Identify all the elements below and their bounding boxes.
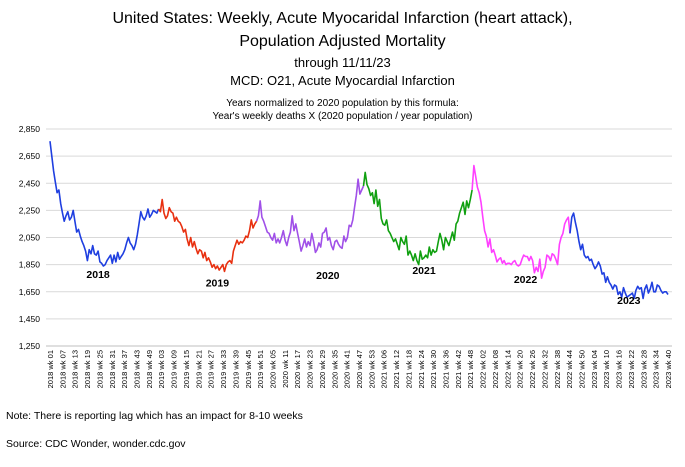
x-tick-label: 2018 wk 43: [133, 350, 142, 388]
x-tick-label: 2018 wk 25: [95, 350, 104, 388]
x-tick-label: 2023 wk 22: [627, 350, 636, 388]
series-line-2019: [157, 198, 258, 273]
x-tick-label: 2021 wk 30: [429, 350, 438, 388]
chart-title-line-2: Population Adjusted Mortality: [239, 33, 446, 50]
y-tick-label: 2,650: [19, 151, 41, 161]
year-label-2019: 2019: [206, 277, 230, 289]
x-tick-label: 2022 wk 32: [540, 350, 549, 388]
x-tick-label: 2022 wk 26: [528, 350, 537, 388]
x-tick-label: 2019 wk 15: [182, 350, 191, 388]
x-tick-label: 2022 wk 02: [479, 350, 488, 388]
footer-reporting-lag-note: Note: There is reporting lag which has a…: [6, 410, 303, 422]
x-tick-label: 2020 wk 11: [281, 350, 290, 388]
x-tick-label: 2021 wk 48: [466, 350, 475, 388]
x-tick-label: 2022 wk 08: [491, 350, 500, 388]
y-tick-label: 2,250: [19, 205, 41, 215]
x-tick-label: 2019 wk 39: [231, 350, 240, 388]
x-tick-label: 2020 wk 23: [306, 350, 315, 388]
x-tick-label: 2023 wk 28: [639, 350, 648, 388]
x-tick-label: 2022 wk 20: [516, 350, 525, 388]
x-tick-label: 2019 wk 51: [256, 350, 265, 388]
x-tick-label: 2022 wk 44: [565, 350, 574, 388]
x-tick-label: 2021 wk 18: [404, 350, 413, 388]
year-label-2021: 2021: [412, 265, 436, 277]
footer-source: Source: CDC Wonder, wonder.cdc.gov: [6, 438, 186, 450]
year-label-2023: 2023: [617, 295, 641, 307]
y-tick-label: 1,850: [19, 260, 41, 270]
x-tick-label: 2021 wk 36: [442, 350, 451, 388]
x-tick-label: 2021 wk 12: [392, 350, 401, 388]
x-tick-label: 2020 wk 17: [293, 350, 302, 388]
x-tick-label: 2020 wk 05: [269, 350, 278, 388]
x-tick-label: 2020 wk 53: [367, 350, 376, 388]
x-tick-label: 2022 wk 14: [503, 350, 512, 388]
x-tick-label: 2021 wk 24: [417, 350, 426, 388]
x-tick-label: 2020 wk 35: [330, 350, 339, 388]
series-line-2020: [255, 178, 365, 254]
x-tick-label: 2020 wk 47: [355, 350, 364, 388]
x-tick-label: 2022 wk 38: [553, 350, 562, 388]
chart-subtitle-mcd: MCD: O21, Acute Myocardial Infarction: [230, 73, 455, 88]
x-tick-label: 2019 wk 21: [194, 350, 203, 388]
x-tick-label: 2018 wk 31: [108, 350, 117, 388]
y-tick-label: 1,250: [19, 341, 41, 351]
y-tick-label: 1,650: [19, 287, 41, 297]
x-tick-label: 2018 wk 13: [71, 350, 80, 388]
x-tick-label: 2023 wk 40: [664, 350, 673, 388]
x-tick-label: 2018 wk 37: [120, 350, 129, 388]
series-line-2021: [362, 171, 473, 266]
normalization-note-line-1: Years normalized to 2020 population by t…: [226, 98, 459, 109]
x-tick-label: 2021 wk 06: [380, 350, 389, 388]
year-label-2020: 2020: [316, 270, 340, 282]
x-tick-label: 2023 wk 16: [615, 350, 624, 388]
year-label-2018: 2018: [86, 269, 110, 281]
series-line-2018: [49, 141, 160, 267]
x-tick-label: 2018 wk 01: [46, 350, 55, 388]
chart-title-line-1: United States: Weekly, Acute Myocaridal …: [112, 10, 573, 27]
x-tick-label: 2019 wk 03: [157, 350, 166, 388]
series-line-2022: [471, 164, 571, 280]
y-tick-label: 2,050: [19, 233, 41, 243]
x-tick-label: 2022 wk 50: [578, 350, 587, 388]
x-tick-label: 2019 wk 09: [170, 350, 179, 388]
x-tick-label: 2018 wk 19: [83, 350, 92, 388]
y-tick-label: 1,450: [19, 314, 41, 324]
normalization-note-line-2: Year's weekly deaths X (2020 population …: [212, 111, 473, 122]
x-tick-label: 2023 wk 04: [590, 350, 599, 388]
y-tick-label: 2,450: [19, 178, 41, 188]
series-line-2023: [569, 212, 669, 300]
y-tick-label: 2,850: [19, 124, 41, 134]
x-tick-label: 2019 wk 27: [207, 350, 216, 388]
x-tick-label: 2020 wk 41: [343, 350, 352, 388]
x-tick-label: 2018 wk 07: [58, 350, 67, 388]
x-tick-label: 2019 wk 45: [244, 350, 253, 388]
x-tick-label: 2023 wk 34: [652, 350, 661, 388]
x-tick-label: 2018 wk 49: [145, 350, 154, 388]
year-label-2022: 2022: [514, 274, 538, 286]
x-tick-label: 2023 wk 10: [602, 350, 611, 388]
chart-subtitle-through: through 11/11/23: [294, 55, 391, 70]
x-tick-label: 2019 wk 33: [219, 350, 228, 388]
x-tick-label: 2021 wk 42: [454, 350, 463, 388]
x-tick-label: 2020 wk 29: [318, 350, 327, 388]
